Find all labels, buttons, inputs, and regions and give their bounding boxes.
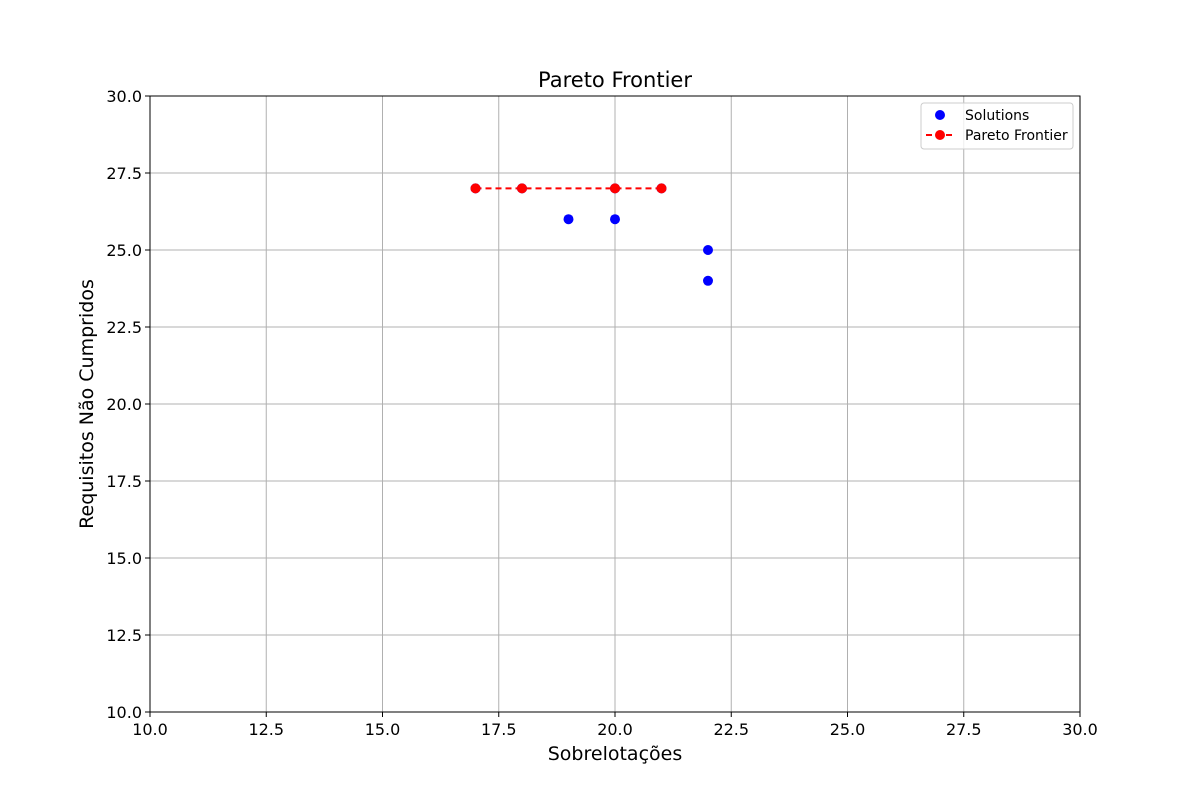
y-tick-label: 15.0 <box>106 549 142 568</box>
y-tick-label: 27.5 <box>106 164 142 183</box>
x-tick-label: 12.5 <box>248 720 284 739</box>
y-tick-label: 12.5 <box>106 626 142 645</box>
x-tick-label: 20.0 <box>597 720 633 739</box>
legend-frontier-label: Pareto Frontier <box>965 128 1068 144</box>
chart-title: Pareto Frontier <box>538 68 692 92</box>
y-tick-label: 22.5 <box>106 318 142 337</box>
y-axis-label: Requisitos Não Cumpridos <box>76 279 98 529</box>
solution-point <box>563 214 574 225</box>
x-tick-label: 22.5 <box>713 720 749 739</box>
legend-frontier-marker <box>935 130 945 140</box>
legend-solutions-label: Solutions <box>965 108 1029 124</box>
x-tick-label: 15.0 <box>365 720 401 739</box>
y-tick-label: 25.0 <box>106 241 142 260</box>
y-tick-label: 20.0 <box>106 395 142 414</box>
legend: Solutions Pareto Frontier <box>920 102 1074 150</box>
pareto-frontier-point <box>656 183 667 194</box>
pareto-frontier-point <box>470 183 481 194</box>
y-tick-label: 30.0 <box>106 87 142 106</box>
legend-solutions-marker <box>935 110 945 120</box>
pareto-frontier-point <box>610 183 620 194</box>
legend-box <box>920 102 1074 150</box>
x-axis-label: Sobrelotações <box>548 743 682 765</box>
x-tick-label: 25.0 <box>830 720 866 739</box>
solution-point <box>703 245 713 255</box>
solution-point <box>703 275 713 286</box>
x-tick-label: 17.5 <box>481 720 517 739</box>
x-tick-label: 30.0 <box>1062 720 1098 739</box>
solutions-series <box>470 183 713 286</box>
solution-point <box>610 214 620 225</box>
y-tick-label: 10.0 <box>106 703 142 722</box>
x-tick-label: 27.5 <box>946 720 982 739</box>
x-tick-label: 10.0 <box>132 720 168 739</box>
y-tick-label: 17.5 <box>106 472 142 491</box>
axis-ticks: 10.0 12.5 15.0 17.5 20.0 22.5 25.0 27.5 30.0 10.0… <box>106 87 1097 739</box>
pareto-frontier-point <box>517 183 527 194</box>
